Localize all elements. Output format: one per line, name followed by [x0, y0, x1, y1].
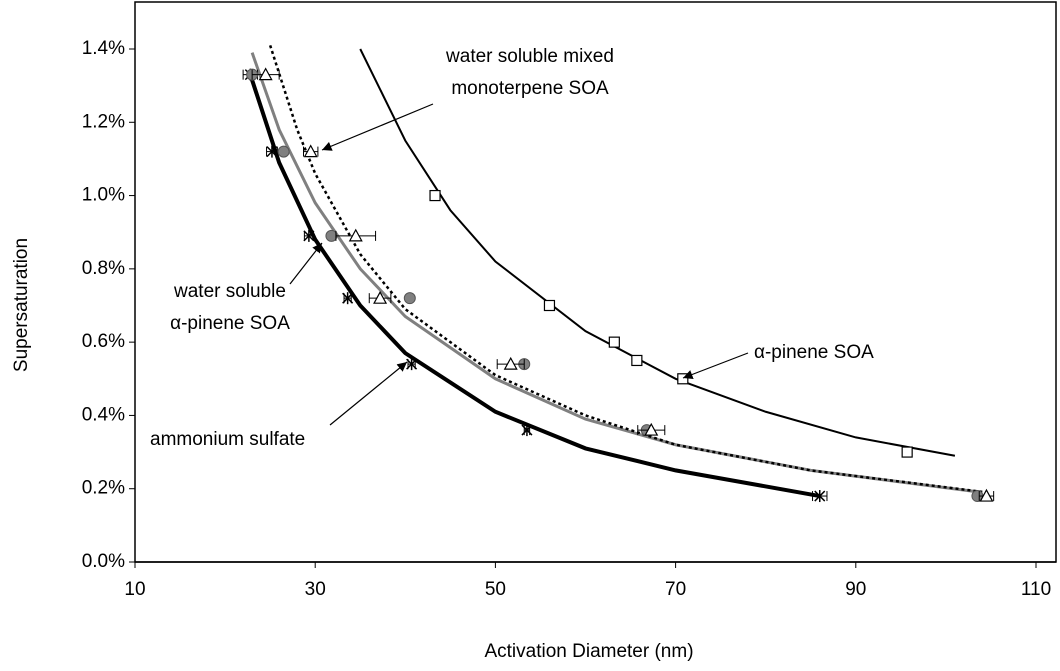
- fit-curve: [268, 44, 987, 494]
- y-tick-label: 0.6%: [82, 331, 125, 352]
- point: [543, 299, 556, 312]
- y-tick-label: 1.2%: [82, 111, 125, 132]
- y-tick-label: 1.0%: [82, 185, 125, 206]
- annotation: monoterpene SOA: [451, 78, 609, 99]
- annotation-arrow: [289, 242, 323, 285]
- x-tick-label: 70: [665, 579, 686, 600]
- point: [373, 290, 388, 304]
- point: [631, 354, 643, 367]
- point: [403, 292, 416, 305]
- fit-curve: [250, 52, 983, 494]
- x-tick-label: 50: [485, 579, 506, 600]
- point: [608, 336, 620, 348]
- x-axis-label: Activation Diameter (nm): [484, 641, 693, 662]
- annotation-arrow: [682, 352, 749, 380]
- y-tick-label: 0.2%: [82, 478, 125, 499]
- annotation: α-pinene SOA: [754, 342, 874, 363]
- point: [303, 144, 318, 158]
- annotation: α-pinene SOA: [170, 313, 290, 334]
- y-tick-label: 0.8%: [82, 258, 125, 279]
- annotation-arrow: [329, 361, 408, 426]
- point: [644, 422, 659, 436]
- y-tick-label: 1.4%: [82, 38, 125, 59]
- annotation-arrow: [321, 103, 434, 151]
- annotation: water soluble mixed: [445, 46, 614, 67]
- point: [979, 488, 994, 502]
- fit-curve: [359, 48, 956, 457]
- point: [277, 145, 290, 158]
- point: [521, 424, 533, 437]
- point: [303, 229, 315, 242]
- point: [348, 228, 363, 242]
- point: [325, 229, 338, 242]
- y-tick-label: 0.4%: [82, 404, 125, 425]
- x-tick-label: 10: [124, 579, 145, 600]
- point: [258, 67, 273, 81]
- annotation: water soluble: [173, 281, 286, 302]
- x-tick-label: 30: [305, 579, 326, 600]
- point: [814, 490, 826, 503]
- y-tick-label: 0.0%: [82, 551, 125, 572]
- annotation: ammonium sulfate: [150, 429, 305, 450]
- x-tick-label: 110: [1021, 579, 1051, 600]
- point: [901, 446, 913, 458]
- point: [342, 292, 354, 305]
- point: [429, 189, 441, 202]
- point: [406, 358, 418, 371]
- fit-curve: [248, 74, 821, 499]
- point: [503, 356, 518, 370]
- point: [677, 373, 689, 385]
- y-axis-label: Supersaturation: [11, 238, 32, 372]
- x-tick-label: 90: [845, 579, 866, 600]
- point: [266, 145, 278, 158]
